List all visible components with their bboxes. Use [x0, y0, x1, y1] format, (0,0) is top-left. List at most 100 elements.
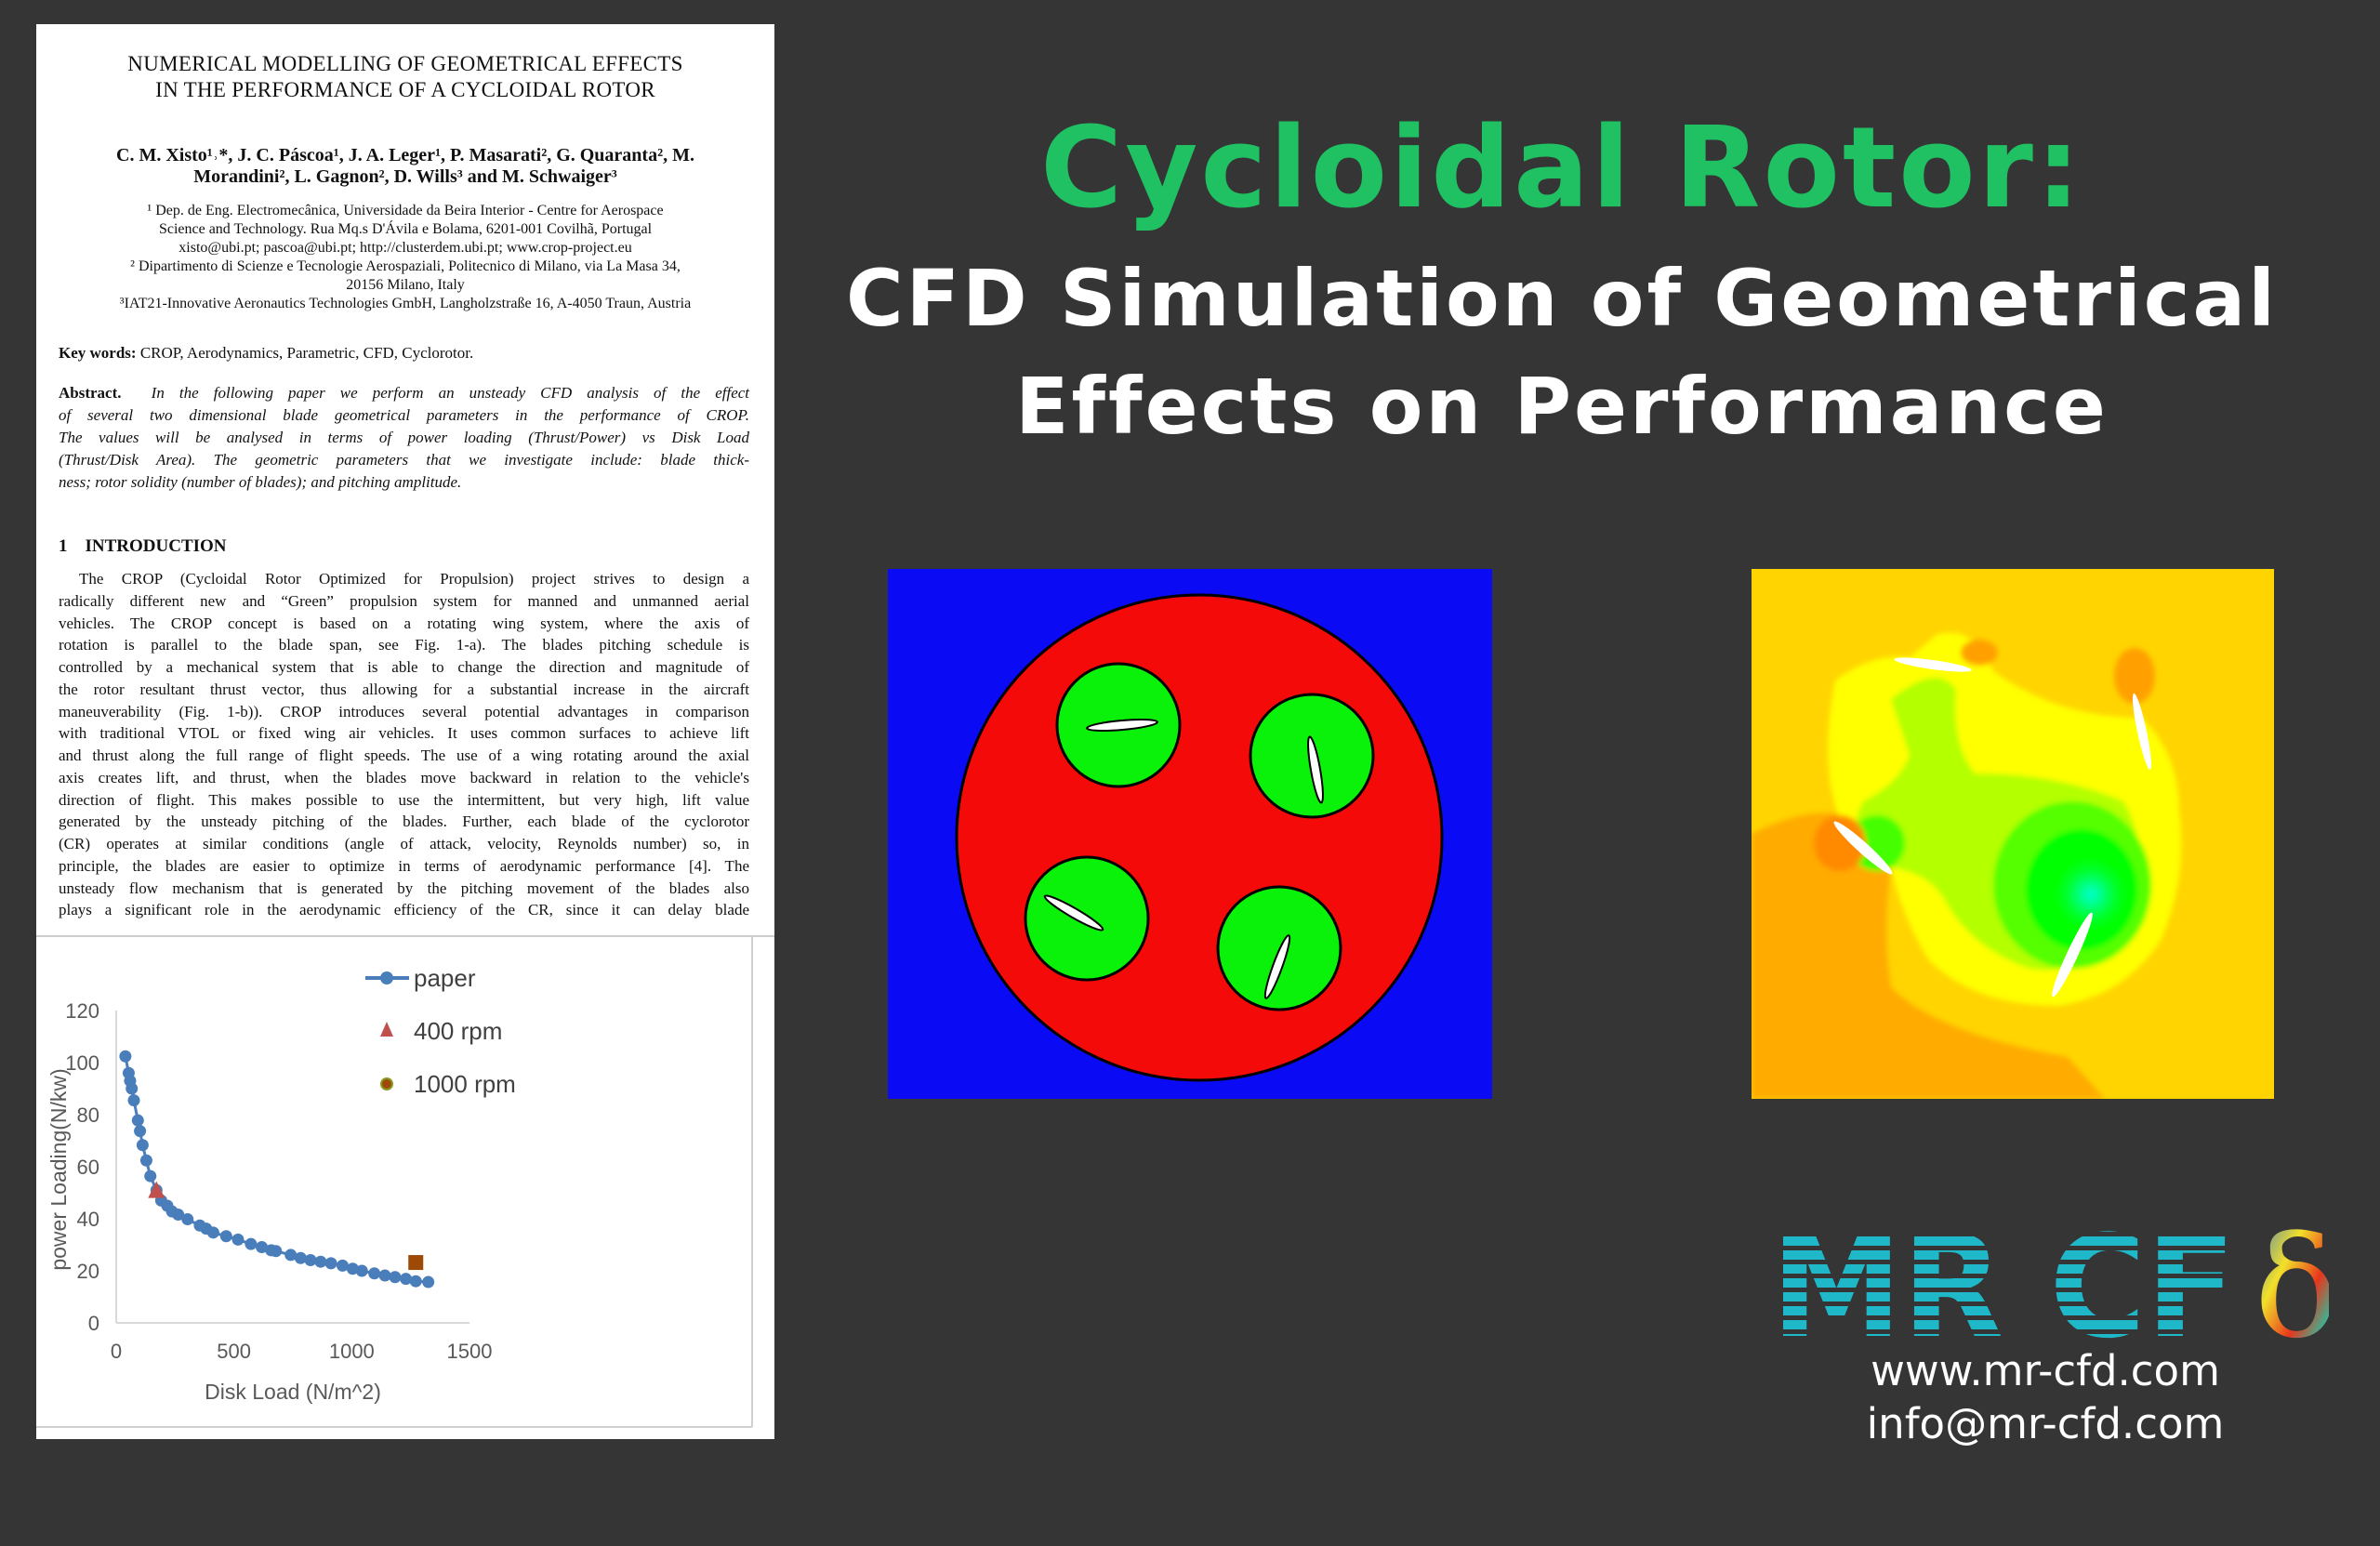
legend-label: 1000 rpm: [414, 1070, 516, 1098]
data-point-paper: [144, 1169, 157, 1183]
abstract-line: The values will be analysed in terms of …: [59, 429, 749, 446]
y-tick-label: 120: [65, 999, 99, 1023]
data-point-paper: [304, 1254, 317, 1267]
y-axis-title: power Loading(N/kw): [46, 1068, 71, 1270]
data-point-paper: [270, 1245, 283, 1258]
rotating-zone: [955, 593, 1444, 1082]
data-point-paper: [126, 1082, 139, 1095]
data-point-paper: [231, 1233, 245, 1246]
blade-zone-3: [1024, 855, 1150, 982]
paper-title-line-2: IN THE PERFORMANCE OF A CYCLOIDAL ROTOR: [155, 78, 655, 101]
introduction-line: radically different new and “Green” prop…: [59, 591, 749, 610]
legend-label: 400 rpm: [414, 1017, 502, 1045]
data-point-paper: [368, 1267, 381, 1280]
paper-affiliation: ³IAT21-Innovative Aeronautics Technologi…: [119, 296, 692, 311]
data-point-paper: [181, 1213, 194, 1226]
email-link[interactable]: info@mr-cfd.com: [1866, 1399, 2225, 1448]
introduction-line: The CROP (Cycloidal Rotor Optimized for …: [79, 570, 749, 588]
introduction-line: and thrust along the full range of fligh…: [59, 747, 749, 764]
headline-title: Cycloidal Rotor:: [1040, 104, 2083, 233]
legend-circle-icon: [380, 1077, 393, 1090]
data-point-paper: [245, 1237, 258, 1250]
introduction-line: with traditional VTOL or fixed wing air …: [59, 724, 749, 743]
introduction-line: controlled by a mechanical system that i…: [59, 658, 749, 676]
data-point-paper: [294, 1251, 307, 1264]
website-link[interactable]: www.mr-cfd.com: [1871, 1346, 2220, 1395]
x-tick-label: 500: [217, 1340, 251, 1363]
paper-affiliation: Science and Technology. Rua Mq.s D'Ávila…: [158, 221, 653, 237]
data-point-paper: [139, 1154, 152, 1167]
divider: [36, 935, 774, 937]
section-title: INTRODUCTION: [85, 536, 227, 556]
introduction-line: maneuverability (Fig. 1-b)). CROP introd…: [59, 702, 749, 720]
x-tick-label: 1500: [447, 1340, 493, 1363]
introduction-line: generated by the unsteady pitching of th…: [59, 813, 749, 831]
abstract-line: ness; rotor solidity (number of blades);…: [59, 473, 462, 491]
data-point-paper: [136, 1139, 149, 1152]
keywords-label: Key words:: [59, 344, 137, 362]
data-point-paper: [172, 1209, 185, 1222]
section-heading: 1 INTRODUCTION: [59, 536, 227, 557]
headline-subtitle-line-1: CFD Simulation of Geometrical: [845, 253, 2279, 344]
paper-affiliation: ¹ Dep. de Eng. Electromecânica, Universi…: [147, 203, 664, 218]
blade: [1307, 735, 1324, 804]
introduction-line: rotation is parallel to the blade span, …: [59, 636, 749, 654]
introduction-line: plays a significant role in the aerodyna…: [59, 901, 749, 919]
y-tick-label: 0: [88, 1312, 99, 1335]
data-point-paper: [409, 1275, 422, 1288]
data-point-paper: [134, 1125, 147, 1138]
introduction-line: the rotor resultant thrust vector, thus …: [59, 680, 749, 698]
introduction-line: vehicles. The CROP concept is based on a…: [59, 614, 749, 632]
introduction-line: direction of flight. This makes possible…: [59, 790, 749, 809]
section-number: 1: [59, 536, 68, 556]
paper-page: NUMERICAL MODELLING OF GEOMETRICAL EFFEC…: [36, 24, 774, 1439]
data-point-paper: [131, 1114, 144, 1127]
rotor-domain-diagram: [888, 569, 1492, 1099]
blade: [1043, 894, 1104, 932]
data-point-paper: [336, 1259, 349, 1272]
legend-label: paper: [414, 964, 476, 992]
paper-keywords: Key words: CROP, Aerodynamics, Parametri…: [59, 343, 749, 363]
x-tick-label: 1000: [329, 1340, 375, 1363]
introduction-line: (CR) operates at similar conditions (ang…: [59, 835, 749, 852]
data-point-paper: [400, 1273, 413, 1286]
abstract-label: Abstract.: [59, 384, 122, 402]
paper-affiliation: 20156 Milano, Italy: [346, 277, 465, 293]
data-point-paper: [389, 1271, 402, 1284]
headline-subtitle-line-2: Effects on Performance: [1015, 361, 2109, 452]
data-point-paper: [378, 1269, 391, 1282]
paper-affiliation: xisto@ubi.pt; pascoa@ubi.pt; http://clus…: [178, 240, 632, 256]
x-axis-title: Disk Load (N/m^2): [205, 1380, 381, 1404]
logo-wordmark: MR CF: [1771, 1222, 2236, 1343]
paper-authors-line-1: C. M. Xisto¹˒*, J. C. Páscoa¹, J. A. Leg…: [116, 145, 694, 165]
paper-title-line-1: NUMERICAL MODELLING OF GEOMETRICAL EFFEC…: [127, 52, 683, 75]
blade-zone-4: [1216, 885, 1342, 1011]
power-loading-chart: 0 20 40 60 80 100 120 0 500 1000 1500 paper 400 rpm…: [36, 937, 753, 1428]
pressure-contour-image: [1752, 569, 2274, 1099]
data-point-paper: [346, 1262, 359, 1275]
data-point-400-rpm: [148, 1181, 165, 1198]
blade: [1086, 719, 1158, 732]
blade-zone-2: [1249, 693, 1375, 819]
data-point-paper: [256, 1241, 269, 1254]
y-tick-label: 100: [65, 1051, 99, 1075]
data-point-paper: [355, 1264, 368, 1277]
data-point-1000-rpm: [408, 1255, 424, 1271]
introduction-line: axis creates lift, and thrust, when the …: [59, 768, 749, 786]
data-point-paper: [219, 1230, 232, 1243]
abstract-line: of several two dimensional blade geometr…: [59, 406, 749, 424]
introduction-line: unsteady flow mechanism that is generate…: [59, 879, 749, 897]
paper-affiliation: ² Dipartimento di Scienze e Tecnologie A…: [130, 258, 681, 274]
legend-circle-icon: [380, 971, 393, 984]
y-tick-label: 20: [77, 1260, 99, 1283]
abstract-line: (Thrust/Disk Area). The geometric parame…: [59, 451, 749, 469]
y-tick-label: 80: [77, 1103, 99, 1127]
y-tick-label: 60: [77, 1156, 99, 1179]
data-point-paper: [206, 1226, 219, 1239]
logo-delta-icon: δ: [2254, 1222, 2329, 1343]
blades: [1833, 657, 2152, 998]
paper-authors-line-2: Morandini², L. Gagnon², D. Wills³ and M.…: [193, 166, 617, 187]
mr-cfd-logo: MR CF δ: [1771, 1222, 2329, 1343]
data-point-paper: [119, 1050, 132, 1063]
data-point-paper: [284, 1249, 298, 1262]
